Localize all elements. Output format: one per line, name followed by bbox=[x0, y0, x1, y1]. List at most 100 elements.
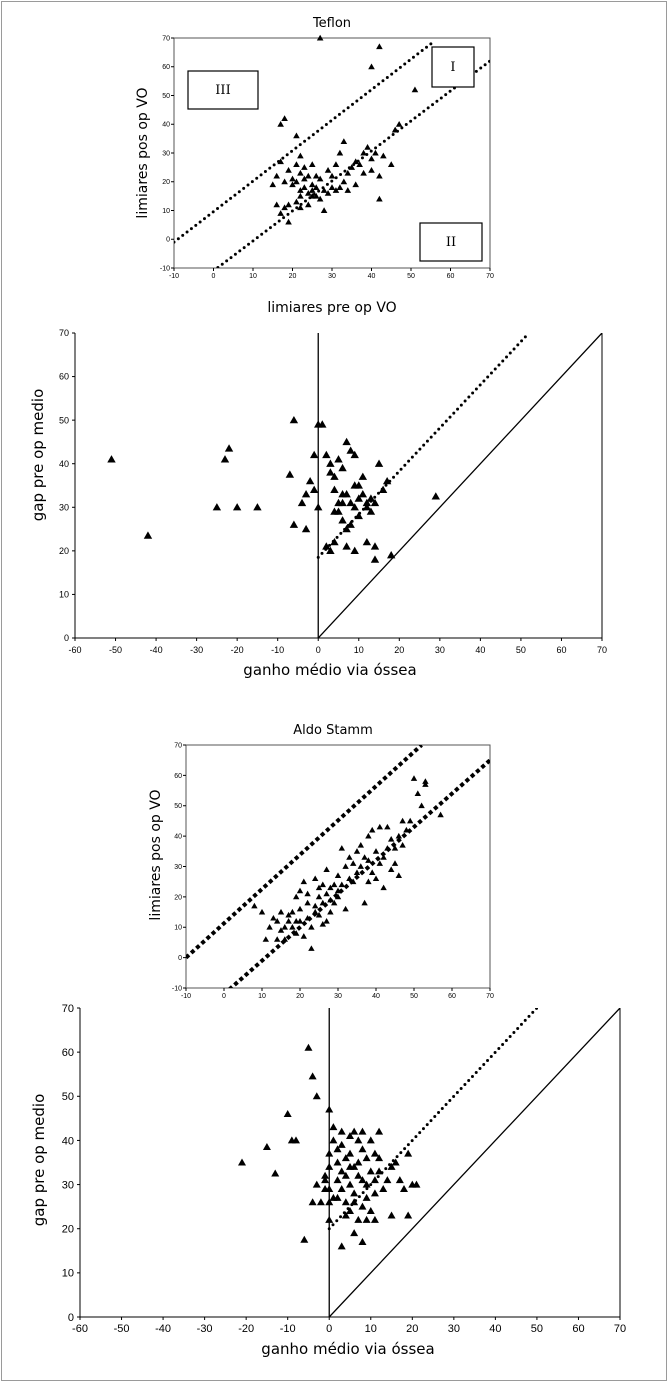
data-point bbox=[378, 485, 388, 494]
data-point bbox=[357, 842, 364, 848]
data-point bbox=[324, 166, 332, 173]
data-point bbox=[391, 1158, 400, 1166]
data-point bbox=[350, 1127, 359, 1135]
data-point bbox=[431, 492, 440, 500]
data-point bbox=[326, 468, 335, 476]
data-point bbox=[382, 476, 392, 485]
data-point bbox=[375, 1154, 384, 1162]
data-point bbox=[380, 854, 387, 860]
data-point bbox=[107, 455, 116, 463]
data-point bbox=[384, 845, 391, 851]
data-point bbox=[232, 503, 242, 511]
x-tick-label: -10 bbox=[181, 993, 191, 1000]
data-point bbox=[315, 893, 323, 900]
data-point bbox=[274, 936, 281, 942]
data-point bbox=[387, 551, 396, 559]
data-point bbox=[332, 161, 340, 167]
data-point bbox=[383, 1176, 392, 1184]
data-point bbox=[346, 875, 353, 882]
y-tick-label: 30 bbox=[162, 150, 170, 157]
data-point bbox=[353, 848, 361, 854]
data-point bbox=[346, 446, 355, 454]
y-tick-label: -10 bbox=[172, 985, 182, 992]
data-point bbox=[329, 1123, 338, 1131]
reference-line-dotted bbox=[174, 39, 437, 244]
data-point bbox=[350, 503, 359, 511]
chart-teflon-gain: -60 -50 -40 -30 -20 -10 0 10 20 30 40 50 60 70 0 10 20 3… bbox=[29, 328, 607, 679]
data-point bbox=[350, 1229, 359, 1237]
y-tick-label: 30 bbox=[59, 502, 69, 512]
y-tick-label: 60 bbox=[59, 372, 69, 382]
data-point bbox=[312, 184, 320, 190]
data-point bbox=[289, 924, 296, 930]
data-point bbox=[344, 169, 352, 176]
x-tick-label: -60 bbox=[72, 1323, 88, 1335]
y-tick-label: 10 bbox=[62, 1268, 74, 1280]
y-axis-label: limiares pos op VO bbox=[148, 789, 164, 920]
data-point bbox=[336, 184, 344, 190]
data-point bbox=[364, 143, 371, 150]
data-point bbox=[297, 498, 307, 507]
data-point bbox=[418, 802, 425, 809]
data-point bbox=[350, 1198, 359, 1206]
data-point bbox=[320, 187, 328, 193]
data-point bbox=[352, 181, 359, 188]
data-point bbox=[323, 866, 330, 872]
region-label-i: I bbox=[450, 60, 455, 75]
data-point bbox=[289, 181, 296, 188]
data-point bbox=[285, 218, 292, 225]
data-point bbox=[346, 1180, 354, 1188]
data-point bbox=[376, 860, 383, 866]
data-point bbox=[322, 542, 331, 550]
data-point bbox=[285, 166, 292, 173]
data-point bbox=[348, 164, 356, 170]
x-tick-label: -50 bbox=[109, 645, 122, 655]
data-point bbox=[314, 503, 323, 511]
data-point bbox=[422, 781, 429, 787]
data-point bbox=[403, 826, 410, 833]
data-point bbox=[277, 210, 284, 216]
data-point bbox=[301, 490, 311, 498]
data-point bbox=[319, 899, 326, 906]
y-tick-label: 60 bbox=[162, 64, 170, 71]
x-tick-label: -40 bbox=[150, 645, 163, 655]
data-point bbox=[305, 172, 312, 179]
data-point bbox=[330, 485, 339, 494]
x-tick-label: 70 bbox=[486, 993, 494, 1000]
data-point bbox=[326, 459, 335, 467]
data-point bbox=[362, 1215, 371, 1223]
data-point bbox=[305, 201, 312, 208]
data-point bbox=[315, 911, 323, 918]
data-point bbox=[308, 924, 315, 930]
data-point bbox=[404, 1149, 413, 1157]
y-tick-label: 50 bbox=[162, 93, 170, 100]
data-point bbox=[384, 823, 391, 830]
data-point bbox=[325, 1162, 334, 1170]
data-point bbox=[387, 1162, 396, 1170]
data-point bbox=[301, 524, 311, 533]
data-point bbox=[305, 189, 312, 196]
data-point bbox=[253, 503, 262, 511]
data-point bbox=[365, 832, 372, 839]
data-point bbox=[281, 178, 288, 185]
y-tick-label: 0 bbox=[64, 633, 69, 643]
data-point bbox=[358, 1237, 367, 1245]
data-point bbox=[334, 872, 342, 879]
data-point bbox=[342, 542, 351, 550]
data-point bbox=[285, 917, 292, 924]
x-tick-label: 20 bbox=[296, 993, 304, 1000]
data-point bbox=[376, 43, 383, 50]
data-point bbox=[357, 863, 364, 869]
data-point bbox=[337, 1127, 346, 1135]
data-point bbox=[297, 152, 304, 159]
data-point bbox=[376, 195, 383, 202]
data-point bbox=[370, 498, 380, 507]
x-tick-label: 60 bbox=[447, 273, 455, 280]
data-point bbox=[296, 887, 304, 894]
x-axis-label: ganho médio via óssea bbox=[261, 1340, 434, 1358]
data-point bbox=[350, 546, 359, 555]
data-point bbox=[329, 1193, 338, 1201]
data-point bbox=[305, 476, 315, 485]
reference-line-dotted bbox=[316, 333, 531, 559]
data-point bbox=[318, 420, 327, 428]
